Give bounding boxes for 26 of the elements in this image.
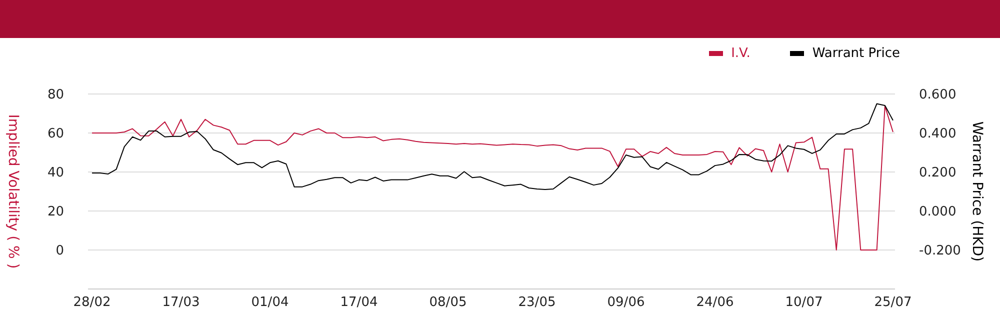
legend-label: Warrant Price bbox=[812, 46, 900, 61]
line-series bbox=[92, 106, 894, 250]
x-tick-label: 01/04 bbox=[251, 295, 289, 310]
x-tick-label: 28/02 bbox=[73, 295, 111, 310]
x-tick-label: 24/06 bbox=[696, 295, 734, 310]
x-tick-label: 23/05 bbox=[518, 295, 556, 310]
x-tick-label: 08/05 bbox=[429, 295, 467, 310]
x-tick-label: 17/04 bbox=[340, 295, 378, 310]
y-tick-label: 20 bbox=[47, 204, 64, 220]
y2-tick-label: 0.400 bbox=[919, 126, 956, 142]
x-tick-label: 09/06 bbox=[607, 295, 645, 310]
x-tick-label: 10/07 bbox=[785, 295, 823, 310]
y-tick-label: 40 bbox=[47, 166, 64, 181]
y2-tick-label: -0.200 bbox=[919, 244, 961, 259]
x-tick-label: 17/03 bbox=[162, 295, 200, 310]
y-tick-label: 0 bbox=[56, 244, 64, 259]
line-series bbox=[92, 103, 894, 190]
y-tick-label: 80 bbox=[47, 88, 64, 103]
y2-tick-label: 0.000 bbox=[919, 204, 956, 220]
y-axis-title: Implied Volatility ( % ) bbox=[5, 114, 22, 269]
y2-axis-title: Warrant Price (HKD) bbox=[969, 121, 986, 262]
legend-label: I.V. bbox=[731, 46, 750, 61]
x-tick-label: 25/07 bbox=[874, 295, 912, 310]
y-tick-label: 60 bbox=[47, 126, 64, 142]
y2-tick-label: 0.200 bbox=[919, 166, 956, 181]
y2-tick-label: 0.600 bbox=[919, 88, 956, 103]
